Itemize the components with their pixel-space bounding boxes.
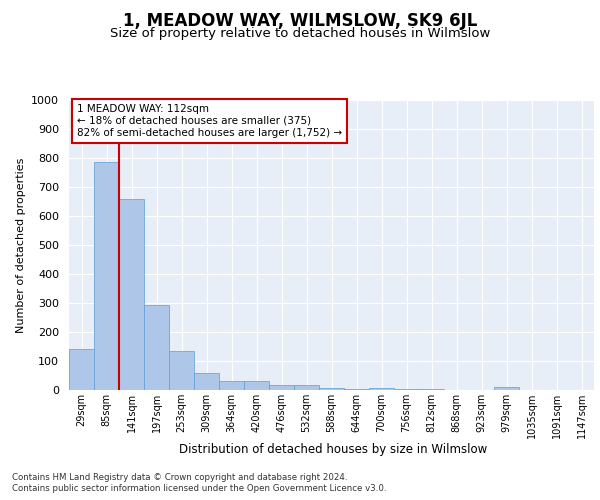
Text: Contains HM Land Registry data © Crown copyright and database right 2024.: Contains HM Land Registry data © Crown c… (12, 472, 347, 482)
Bar (419, 388, 444, 390)
Y-axis label: Number of detached properties: Number of detached properties (16, 158, 26, 332)
Bar (94, 162, 119, 390)
Bar (244, 382, 269, 390)
Text: Distribution of detached houses by size in Wilmslow: Distribution of detached houses by size … (179, 442, 487, 456)
Bar (269, 385, 294, 390)
Bar (219, 382, 244, 390)
Text: Size of property relative to detached houses in Wilmslow: Size of property relative to detached ho… (110, 28, 490, 40)
Text: 1, MEADOW WAY, WILMSLOW, SK9 6JL: 1, MEADOW WAY, WILMSLOW, SK9 6JL (123, 12, 477, 30)
Bar (494, 387, 519, 390)
Bar (369, 388, 394, 390)
Bar (294, 385, 319, 390)
Bar (394, 388, 419, 390)
Bar (344, 388, 369, 390)
Text: 1 MEADOW WAY: 112sqm
← 18% of detached houses are smaller (375)
82% of semi-deta: 1 MEADOW WAY: 112sqm ← 18% of detached h… (77, 104, 342, 138)
Bar (69, 350, 94, 390)
Bar (319, 388, 344, 390)
Bar (169, 352, 194, 390)
Text: Contains public sector information licensed under the Open Government Licence v3: Contains public sector information licen… (12, 484, 386, 493)
Bar (194, 374, 219, 390)
Bar (119, 198, 144, 390)
Bar (144, 305, 169, 390)
